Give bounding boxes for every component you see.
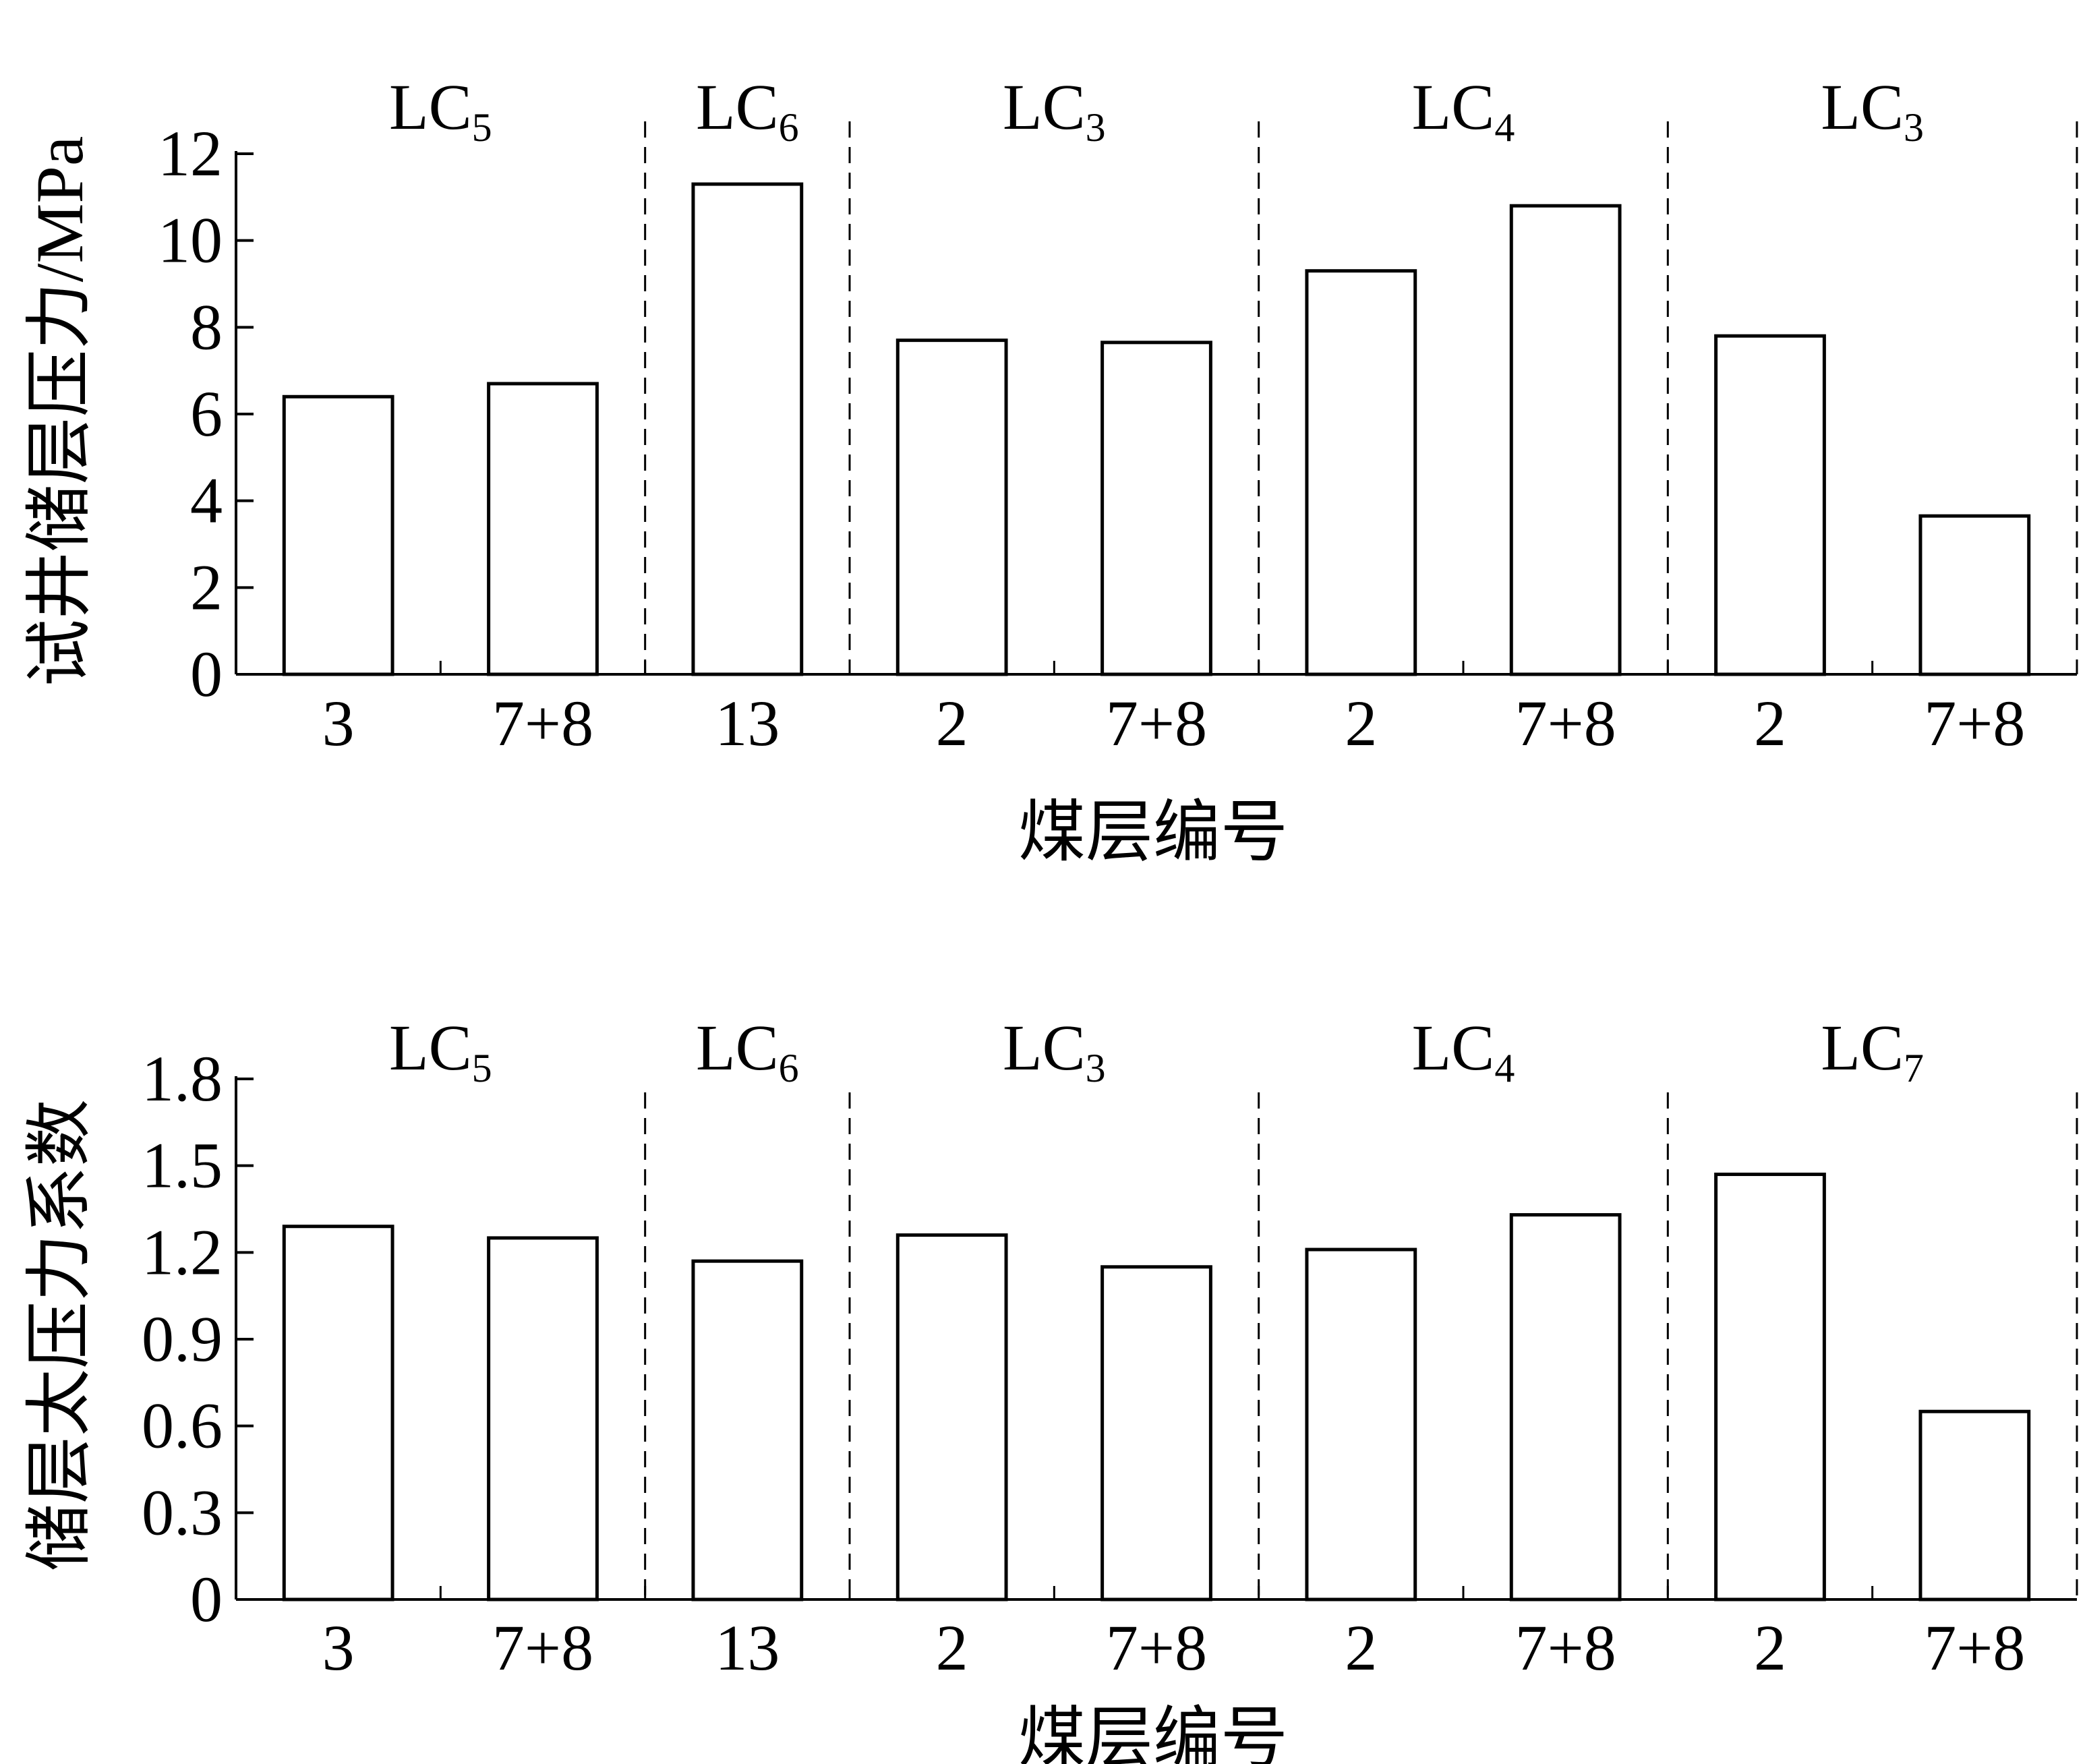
group-label: LC3 — [1821, 71, 1924, 150]
x-tick-label: 13 — [715, 687, 780, 759]
bar-6 — [1305, 1247, 1417, 1601]
y-tick-label: 2 — [190, 551, 223, 623]
group-label: LC4 — [1412, 71, 1515, 150]
y-tick-label: 0.9 — [142, 1303, 223, 1375]
x-tick-label: 2 — [936, 687, 968, 759]
x-tick-label: 7+8 — [1106, 687, 1207, 759]
x-tick-label: 7+8 — [492, 1612, 593, 1684]
group-label: LC4 — [1412, 1011, 1515, 1090]
y-tick-label: 6 — [190, 378, 223, 450]
x-tick-label: 7+8 — [492, 687, 593, 759]
bar-8 — [1714, 334, 1826, 676]
group-label: LC7 — [1821, 1011, 1924, 1090]
y-tick-label: 0 — [190, 638, 223, 710]
xlabel-seam-number: 煤层编号 — [1018, 795, 1288, 870]
bar-5 — [1100, 1265, 1212, 1601]
bar-7 — [1509, 1213, 1622, 1601]
ylabel-pressure-coefficient: 储层太压力系数 — [22, 1099, 97, 1571]
y-tick-label: 4 — [190, 465, 223, 537]
group-label: LC6 — [696, 1011, 799, 1090]
y-tick-label: 8 — [190, 291, 223, 363]
bar-2 — [487, 1236, 599, 1601]
y-tick-label: 1.2 — [142, 1216, 223, 1288]
bar-7 — [1509, 204, 1622, 676]
bar-8 — [1714, 1173, 1826, 1601]
bar-9 — [1918, 1409, 2031, 1601]
y-tick-label: 1.5 — [142, 1129, 223, 1202]
group-label: LC5 — [389, 1011, 492, 1090]
y-tick-label: 12 — [158, 117, 223, 189]
group-label: LC5 — [389, 71, 492, 150]
group-label: LC3 — [1003, 1011, 1106, 1090]
bar-6 — [1305, 269, 1417, 676]
x-tick-label: 7+8 — [1924, 687, 2025, 759]
bar-1 — [282, 394, 394, 676]
x-tick-label: 2 — [1345, 1612, 1377, 1684]
bar-3 — [691, 182, 804, 676]
x-tick-label: 7+8 — [1515, 687, 1616, 759]
ylabel-reservoir-pressure: 试井储层压力/MPa — [22, 136, 97, 687]
xlabel-seam-number: 煤层编号 — [1018, 1701, 1288, 1764]
x-tick-label: 7+8 — [1924, 1612, 2025, 1684]
chart-pressure-coefficient: 储层太压力系数 煤层编号 0 0.3 0.6 0.9 1.2 1.5 1.8 3 7+8 13 2 7… — [22, 1011, 2078, 1764]
x-tick-label: 2 — [1754, 1612, 1786, 1684]
x-tick-label: 3 — [322, 1612, 355, 1684]
chart-reservoir-pressure: 试井储层压力/MPa 煤层编号 0 2 4 6 8 10 12 3 7+8 13 2 7+8 2 7+8 2… — [22, 71, 2078, 870]
bar-1 — [282, 1225, 394, 1601]
group-label: LC3 — [1003, 71, 1106, 150]
x-tick-label: 3 — [322, 687, 355, 759]
bar-3 — [691, 1259, 804, 1601]
x-tick-label: 2 — [1345, 687, 1377, 759]
y-tick-label: 0 — [190, 1563, 223, 1635]
x-tick-label: 7+8 — [1515, 1612, 1616, 1684]
group-label: LC6 — [696, 71, 799, 150]
bar-5 — [1100, 341, 1212, 676]
y-tick-label: 0.3 — [142, 1476, 223, 1548]
x-tick-label: 2 — [936, 1612, 968, 1684]
bar-4 — [895, 339, 1008, 676]
bar-9 — [1918, 514, 2031, 676]
y-tick-label: 0.6 — [142, 1390, 223, 1462]
x-tick-label: 2 — [1754, 687, 1786, 759]
x-tick-label: 7+8 — [1106, 1612, 1207, 1684]
y-tick-label: 1.8 — [142, 1042, 223, 1115]
y-tick-label: 10 — [158, 204, 223, 276]
bar-4 — [895, 1233, 1008, 1601]
x-tick-label: 13 — [715, 1612, 780, 1684]
bar-2 — [487, 382, 599, 676]
